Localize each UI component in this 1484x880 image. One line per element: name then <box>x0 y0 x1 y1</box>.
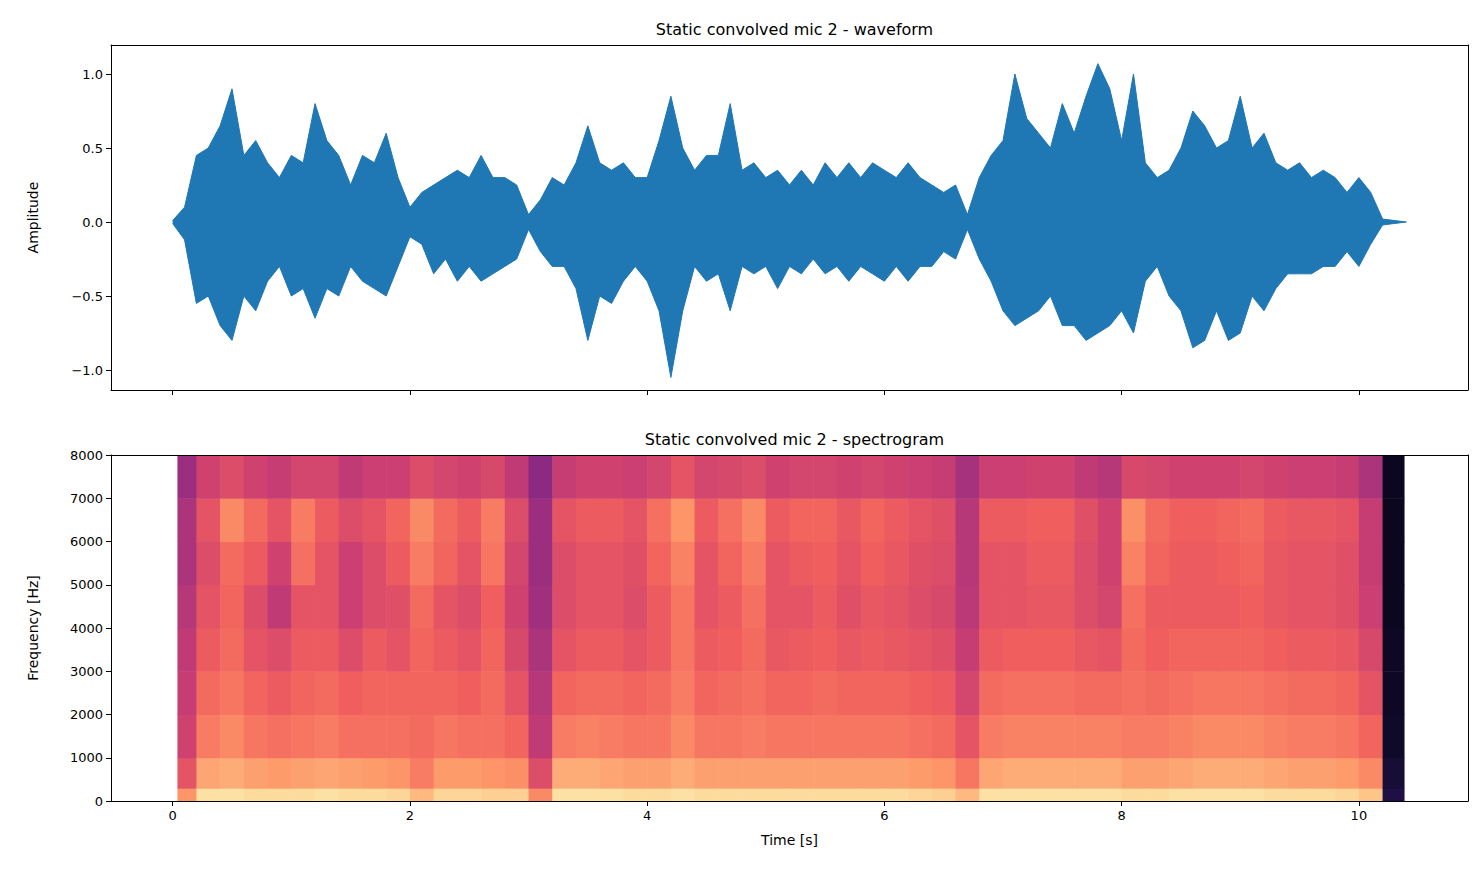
svg-text:5000: 5000 <box>70 577 103 592</box>
svg-text:1000: 1000 <box>70 750 103 765</box>
svg-text:0: 0 <box>95 794 103 809</box>
svg-text:−1.0: −1.0 <box>71 363 103 378</box>
svg-text:8000: 8000 <box>70 448 103 463</box>
svg-text:−0.5: −0.5 <box>71 289 103 304</box>
svg-text:0.0: 0.0 <box>82 215 103 230</box>
svg-text:7000: 7000 <box>70 491 103 506</box>
svg-text:1.0: 1.0 <box>82 67 103 82</box>
svg-text:6000: 6000 <box>70 534 103 549</box>
svg-text:0.5: 0.5 <box>82 141 103 156</box>
svg-text:4000: 4000 <box>70 621 103 636</box>
svg-text:10: 10 <box>1351 808 1368 823</box>
svg-text:2: 2 <box>406 808 414 823</box>
svg-text:6: 6 <box>880 808 888 823</box>
svg-text:Amplitude: Amplitude <box>25 182 41 254</box>
svg-text:4: 4 <box>643 808 651 823</box>
svg-text:Static convolved mic 2 - wavef: Static convolved mic 2 - waveform <box>656 20 933 39</box>
svg-text:Time [s]: Time [s] <box>760 832 818 848</box>
svg-text:3000: 3000 <box>70 664 103 679</box>
svg-text:0: 0 <box>169 808 177 823</box>
svg-text:2000: 2000 <box>70 707 103 722</box>
svg-text:Frequency [Hz]: Frequency [Hz] <box>25 575 41 681</box>
svg-text:8: 8 <box>1117 808 1125 823</box>
svg-text:Static convolved mic 2 - spect: Static convolved mic 2 - spectrogram <box>645 430 944 449</box>
